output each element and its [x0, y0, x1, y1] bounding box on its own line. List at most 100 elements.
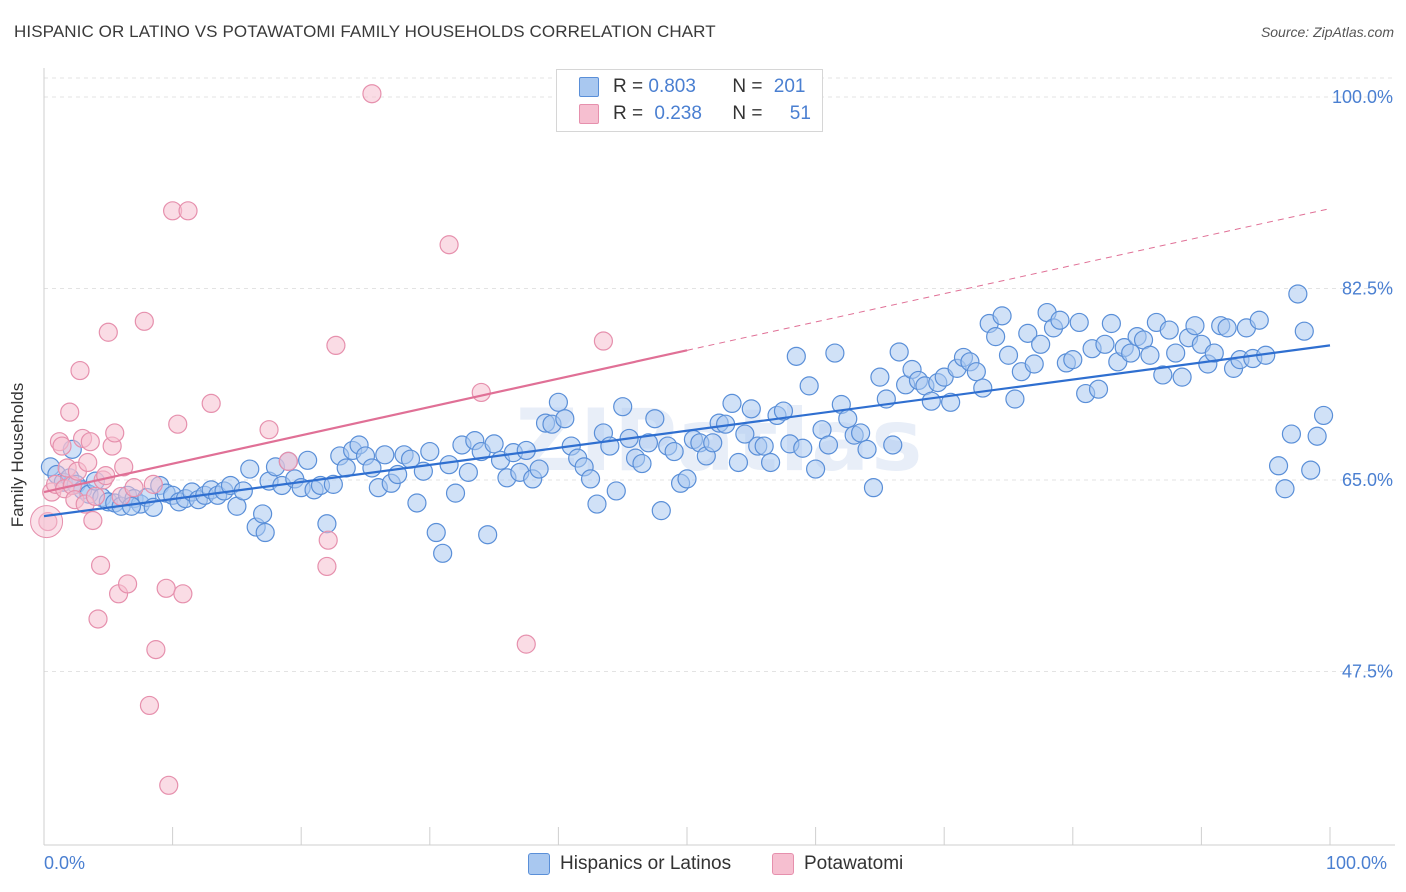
data-point	[555, 409, 575, 429]
trend-lines	[43, 208, 1331, 518]
data-point	[173, 584, 193, 604]
data-point	[638, 433, 659, 453]
data-point	[259, 420, 279, 440]
data-point	[168, 414, 188, 434]
data-point	[78, 452, 98, 473]
data-point	[1185, 316, 1205, 336]
data-point	[70, 360, 90, 381]
data-point	[593, 331, 614, 351]
bottom-legend-potawatomi: Potawatomi	[772, 852, 903, 876]
data-point	[98, 322, 118, 342]
data-point	[298, 450, 318, 470]
bottom-legend-label: Hispanics or Latinos	[560, 853, 732, 874]
data-point	[52, 436, 72, 456]
data-point	[478, 525, 498, 545]
data-point	[484, 434, 504, 454]
data-point	[838, 409, 858, 429]
data-point	[992, 306, 1012, 326]
legend-swatch-blue	[579, 77, 599, 97]
series-potawatomi-points	[30, 84, 614, 795]
data-point	[458, 462, 478, 482]
legend-n-label: N =	[732, 76, 763, 97]
data-point	[159, 775, 179, 795]
data-point	[632, 453, 652, 474]
bottom-legend-hispanics: Hispanics or Latinos	[528, 852, 731, 876]
data-point	[278, 451, 298, 471]
data-point	[471, 382, 491, 403]
data-point	[90, 555, 111, 575]
data-point	[433, 543, 453, 563]
data-point	[146, 640, 166, 660]
data-point	[85, 486, 106, 507]
data-point	[445, 483, 466, 503]
data-point	[362, 84, 382, 104]
data-point	[439, 455, 459, 475]
x-tick-label-max: 100.0%	[1326, 853, 1388, 873]
data-point	[1121, 343, 1141, 363]
data-point	[986, 327, 1006, 347]
data-point	[240, 459, 260, 479]
trend-line-hispanics	[43, 344, 1331, 518]
data-point	[664, 441, 684, 462]
data-point	[117, 574, 138, 594]
y-tick-label: 47.5%	[1342, 662, 1393, 682]
trend-line-potawatomi	[43, 349, 688, 494]
data-point	[805, 459, 826, 479]
data-point	[998, 345, 1019, 365]
data-point	[728, 452, 749, 473]
bottom-legend-swatch-blue	[528, 853, 550, 875]
x-tick-label-min: 0.0%	[44, 853, 86, 873]
data-point	[1140, 345, 1160, 365]
data-point	[863, 478, 884, 498]
data-point	[921, 391, 941, 411]
data-point	[114, 457, 134, 477]
legend-n-value: 201	[773, 76, 806, 97]
data-point	[651, 501, 671, 521]
data-point	[1307, 426, 1327, 446]
y-tick-label: 100.0%	[1332, 87, 1393, 107]
data-point	[1217, 318, 1237, 338]
data-point	[1031, 334, 1051, 354]
data-point	[1088, 379, 1109, 399]
data-point	[703, 433, 723, 453]
data-point	[1159, 320, 1179, 340]
data-point	[722, 393, 742, 413]
data-point	[156, 578, 176, 598]
data-point	[941, 392, 961, 412]
data-point	[178, 201, 198, 221]
data-point	[323, 474, 343, 494]
data-point	[38, 511, 58, 532]
grid-lines	[44, 77, 1394, 672]
data-point	[318, 530, 338, 550]
data-point	[80, 432, 100, 452]
data-point	[139, 695, 160, 716]
data-point	[1294, 321, 1314, 341]
data-point	[516, 634, 536, 654]
data-point	[606, 481, 626, 501]
data-point	[124, 478, 144, 498]
data-point	[1204, 343, 1224, 363]
data-point	[857, 439, 877, 459]
data-point	[1172, 367, 1192, 387]
data-point	[851, 423, 871, 443]
data-point	[741, 399, 761, 419]
data-point	[317, 556, 337, 577]
data-point	[773, 401, 794, 421]
data-point	[1101, 313, 1121, 334]
data-point	[548, 392, 569, 412]
data-point	[973, 378, 993, 398]
data-point	[1166, 343, 1186, 363]
correlation-legend: R = 0.803 N = 201 R = 0.238 N = 51	[556, 69, 823, 132]
data-point	[1153, 365, 1173, 385]
data-point	[426, 522, 446, 543]
data-point	[883, 435, 903, 455]
data-point	[83, 510, 103, 531]
chart-source: Source: ZipAtlas.com	[1260, 24, 1394, 40]
data-point	[1018, 323, 1038, 343]
y-tick-labels: 100.0% 82.5% 65.0% 47.5%	[1332, 87, 1393, 682]
data-point	[143, 474, 163, 494]
legend-r-label: R =	[613, 103, 644, 124]
data-point	[754, 436, 774, 456]
data-point	[317, 514, 337, 534]
